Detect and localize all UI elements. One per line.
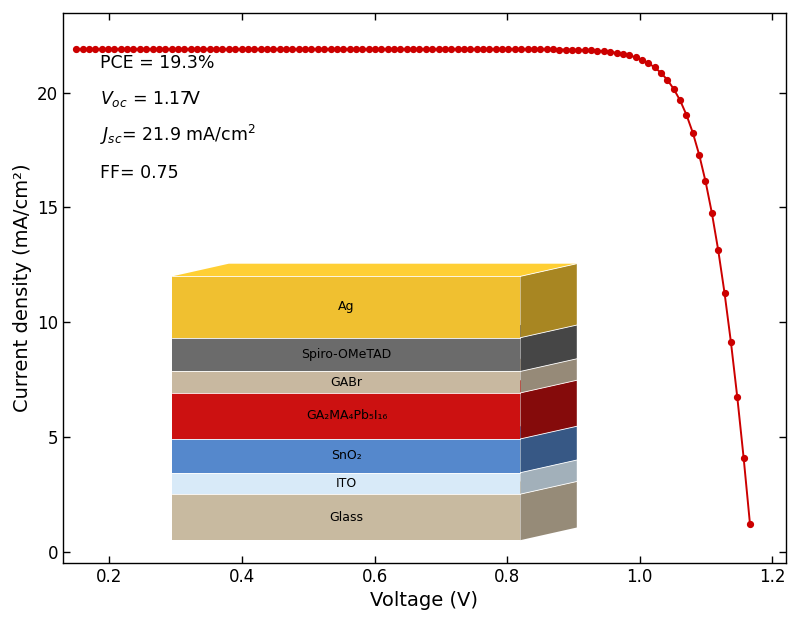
Text: GA₂MA₄Pb₅I₁₆: GA₂MA₄Pb₅I₁₆	[306, 409, 387, 422]
Polygon shape	[521, 380, 577, 439]
Polygon shape	[173, 426, 577, 439]
Polygon shape	[173, 460, 577, 473]
Text: SnO₂: SnO₂	[331, 449, 362, 462]
Polygon shape	[173, 338, 521, 371]
Polygon shape	[173, 439, 521, 473]
Polygon shape	[173, 371, 521, 393]
Text: Ag: Ag	[338, 300, 354, 313]
Polygon shape	[173, 482, 577, 494]
Polygon shape	[521, 426, 577, 473]
Polygon shape	[173, 359, 577, 371]
Text: ITO: ITO	[336, 477, 357, 490]
Polygon shape	[173, 494, 521, 540]
Polygon shape	[173, 277, 521, 338]
X-axis label: Voltage (V): Voltage (V)	[370, 591, 478, 611]
Polygon shape	[521, 460, 577, 494]
Polygon shape	[173, 380, 577, 393]
Polygon shape	[521, 325, 577, 371]
Polygon shape	[173, 473, 521, 494]
Text: PCE = 19.3%: PCE = 19.3%	[99, 54, 214, 72]
Y-axis label: Current density (mA/cm²): Current density (mA/cm²)	[13, 163, 31, 412]
Polygon shape	[521, 264, 577, 338]
Polygon shape	[521, 359, 577, 393]
Text: GABr: GABr	[330, 376, 362, 389]
Text: $J_{sc}$= 21.9 mA/cm$^2$: $J_{sc}$= 21.9 mA/cm$^2$	[99, 123, 255, 147]
Polygon shape	[173, 393, 521, 439]
Polygon shape	[521, 482, 577, 540]
Text: Spiro-OMeTAD: Spiro-OMeTAD	[302, 348, 391, 361]
Polygon shape	[173, 264, 577, 277]
Text: Glass: Glass	[330, 511, 363, 524]
Polygon shape	[173, 325, 577, 338]
Text: $V_{oc}$ = 1.17V: $V_{oc}$ = 1.17V	[99, 89, 201, 109]
Text: FF= 0.75: FF= 0.75	[99, 164, 178, 182]
